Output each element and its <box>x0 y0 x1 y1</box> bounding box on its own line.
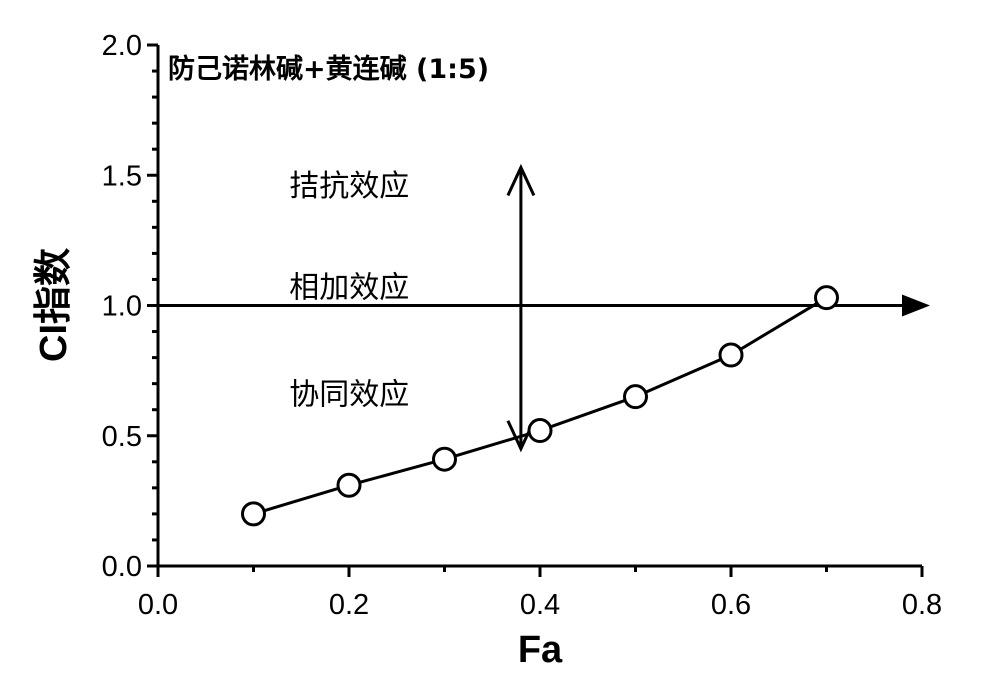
data-point <box>432 446 457 472</box>
x-tick-label: 0.6 <box>711 589 751 621</box>
y-tick-label: 2.0 <box>102 30 142 62</box>
x-tick-label: 0.4 <box>520 589 560 621</box>
annotation-label: 相加效应 <box>289 271 409 306</box>
data-point <box>241 501 266 527</box>
data-point <box>814 285 839 311</box>
data-point <box>527 418 553 444</box>
y-tick-label: 1.5 <box>102 160 142 192</box>
x-axis: 0.0 0.2 0.4 0.6 0.8 <box>138 564 942 621</box>
y-axis-title: CI指数 <box>33 248 75 362</box>
series-group <box>241 285 839 527</box>
data-point <box>336 472 362 498</box>
x-tick-label: 0.2 <box>329 589 369 621</box>
annotation-label: 拮抗效应 <box>289 169 409 204</box>
x-tick-label: 0.0 <box>138 589 178 621</box>
x-tick-label: 0.8 <box>902 589 942 621</box>
vertical-arrow-group <box>506 163 536 453</box>
y-tick-label: 0.0 <box>102 551 142 583</box>
reference-line-arrowhead-icon <box>902 294 930 317</box>
arrow-up-icon <box>506 163 536 197</box>
y-axis: 0.0 0.5 1.0 1.5 2.0 <box>102 30 160 583</box>
x-axis-title: Fa <box>518 629 563 671</box>
reference-line-group <box>158 294 930 317</box>
annotation-label: 协同效应 <box>289 377 409 412</box>
y-tick-label: 1.0 <box>102 291 142 323</box>
data-point <box>718 342 744 368</box>
data-point <box>623 384 648 410</box>
y-tick-label: 0.5 <box>102 421 142 453</box>
chart-title: 防己诺林碱+黄连碱 (1:5) <box>168 53 489 85</box>
